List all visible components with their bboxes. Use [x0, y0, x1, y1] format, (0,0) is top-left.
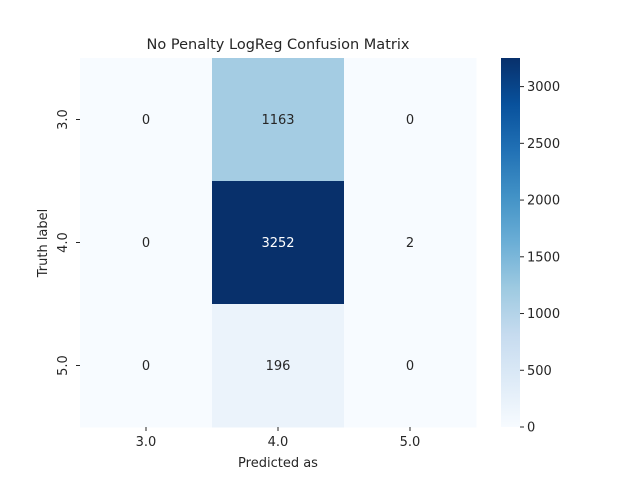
- colorbar-tick-label: 3000: [527, 80, 560, 95]
- colorbar-tick-label: 1500: [527, 250, 560, 265]
- x-tick-label: 4.0: [268, 435, 289, 450]
- heatmap: 0 1163 0 0 3252 2 0 196 0: [80, 58, 477, 428]
- heatmap-cell: [212, 181, 345, 305]
- colorbar-tick-label: 0: [527, 421, 535, 436]
- colorbar-tick-label: 2000: [527, 194, 560, 209]
- x-axis-ticks: 3.0 4.0 5.0: [136, 427, 421, 450]
- x-axis-label: Predicted as: [238, 456, 318, 471]
- cell-value-label: 0: [406, 113, 414, 128]
- heatmap-cell: [80, 304, 213, 428]
- cell-value-label: 0: [142, 359, 150, 374]
- y-tick-label: 5.0: [56, 355, 71, 376]
- colorbar-ticks: 0 500 1000 1500 2000 2500 3000: [520, 80, 560, 436]
- heatmap-cell: [80, 58, 213, 182]
- colorbar-gradient: [501, 58, 520, 427]
- cell-value-label: 1163: [261, 113, 294, 128]
- heatmap-cell: [344, 181, 477, 305]
- x-tick-label: 5.0: [400, 435, 421, 450]
- colorbar: 0 500 1000 1500 2000 2500 3000: [501, 58, 560, 436]
- colorbar-tick-label: 500: [527, 364, 552, 379]
- y-axis-ticks: 3.0 4.0 5.0: [56, 109, 80, 376]
- heatmap-cell: [344, 58, 477, 182]
- heatmap-cell: [212, 304, 345, 428]
- cell-value-label: 0: [142, 236, 150, 251]
- x-tick-label: 3.0: [136, 435, 157, 450]
- heatmap-cell: [80, 181, 213, 305]
- cell-value-label: 2: [406, 236, 414, 251]
- cell-value-label: 3252: [261, 236, 294, 251]
- y-tick-label: 4.0: [56, 232, 71, 253]
- cell-value-label: 0: [406, 359, 414, 374]
- y-tick-label: 3.0: [56, 109, 71, 130]
- heatmap-cell: [212, 58, 345, 182]
- heatmap-cell: [344, 304, 477, 428]
- y-axis-label: Truth label: [36, 209, 51, 279]
- chart-title: No Penalty LogReg Confusion Matrix: [147, 37, 410, 53]
- colorbar-tick-label: 1000: [527, 307, 560, 322]
- cell-value-label: 196: [266, 359, 291, 374]
- cell-value-label: 0: [142, 113, 150, 128]
- colorbar-tick-label: 2500: [527, 137, 560, 152]
